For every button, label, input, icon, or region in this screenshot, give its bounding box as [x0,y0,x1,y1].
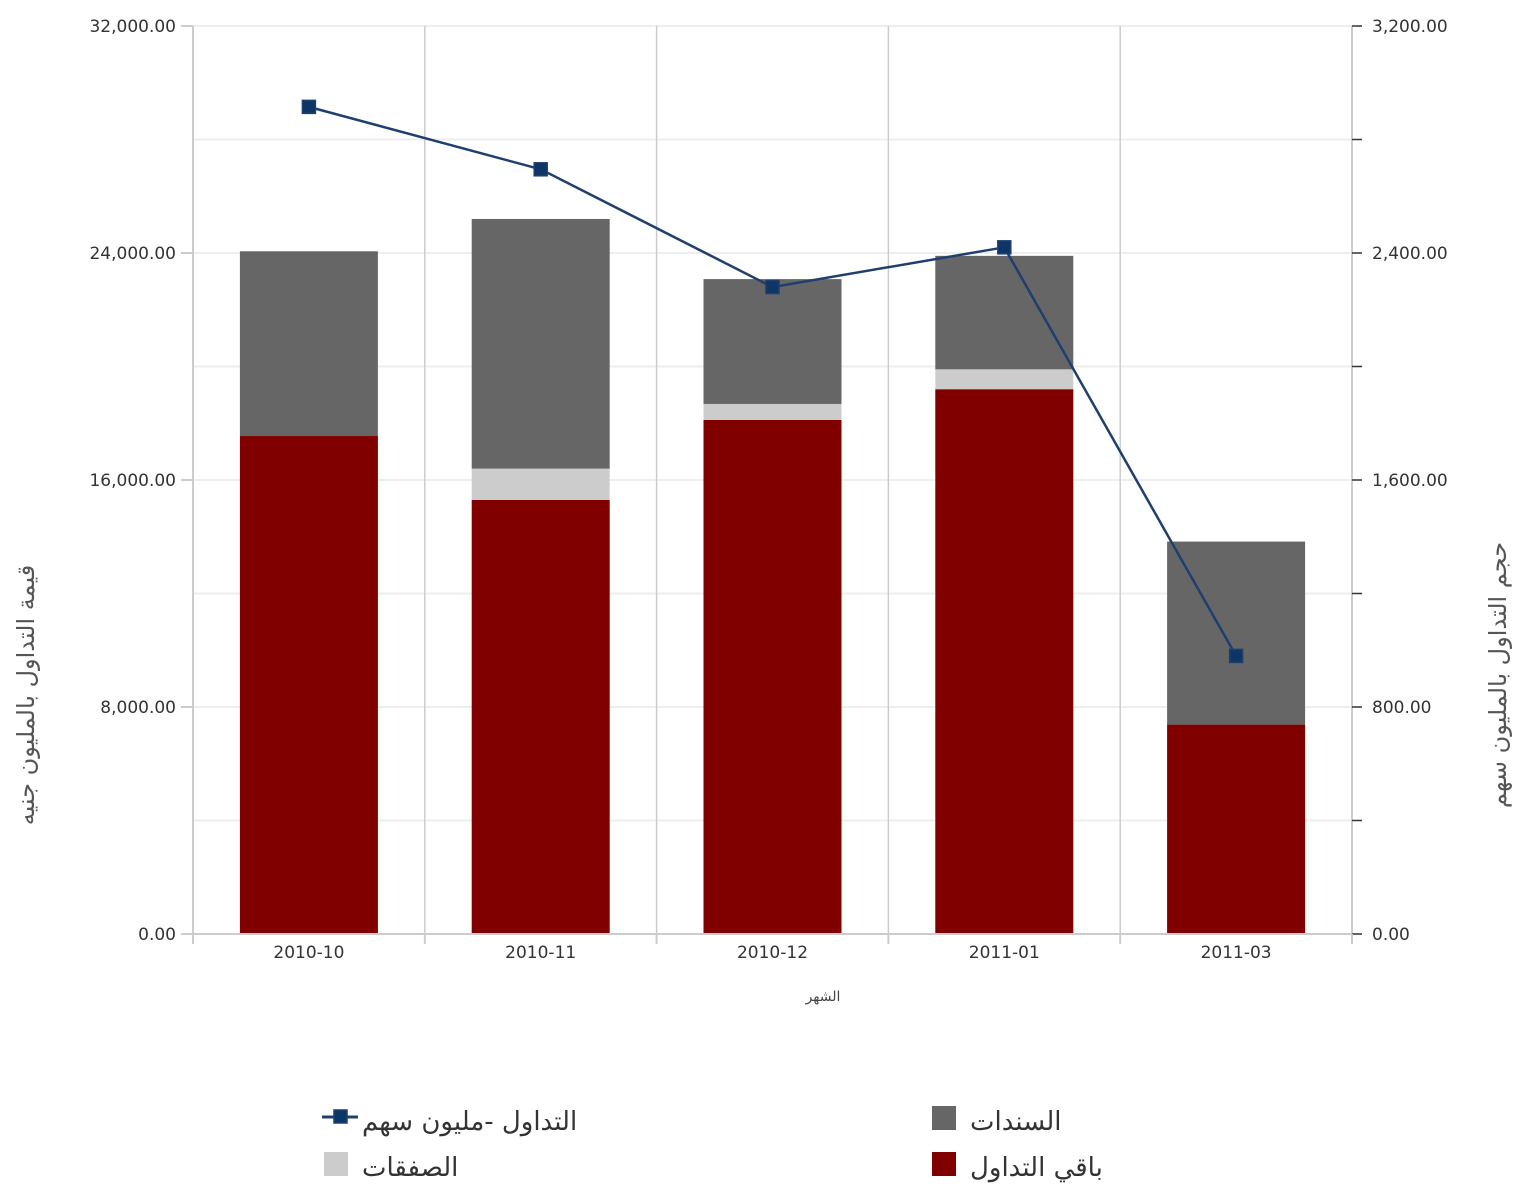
legend: التداول -مليون سهم السندات الصفقات باقي الت… [322,1106,1103,1183]
legend-label: الصفقات [362,1153,458,1183]
legend-label: باقي التداول [970,1153,1103,1183]
bars [239,218,1306,935]
y-left-tick-label: 32,000.00 [89,17,176,37]
y-right-tick-label: 0.00 [1372,925,1410,945]
bar-2010-10-series-0 [239,436,378,934]
axes: 0.00 8,000.00 16,000.00 24,000.00 32,000.00 0… [89,17,1447,963]
y-axis-left-title: قيمة التداول بالمليون جنيه [12,565,40,825]
y-right-tick-label: 3,200.00 [1372,17,1448,37]
legend-item-series-2: السندات [932,1106,1062,1137]
y-left-tick-label: 24,000.00 [89,244,176,264]
volume-line [301,99,1244,664]
bar-2010-11-series-2 [471,218,610,469]
x-axis-title: الشهر [805,989,841,1005]
y-left-tick-label: 0.00 [138,925,176,945]
bar-2011-03-series-0 [1167,724,1306,934]
bar-2010-12-series-2 [703,279,842,404]
y-right-tick-label: 2,400.00 [1372,244,1448,264]
y-right-tick-label: 800.00 [1372,698,1431,718]
line-point-2010-11 [533,162,548,177]
bar-2010-11-series-1 [471,468,610,500]
y-axis-right-title: حجم التداول بالمليون سهم [1484,542,1512,808]
bar-2011-03-series-2 [1167,541,1306,725]
legend-swatch [932,1106,956,1130]
line-point-2010-10 [301,99,317,115]
legend-swatch [324,1152,348,1176]
bar-2011-01-series-0 [935,389,1074,934]
line-point-2011-01 [997,240,1012,255]
legend-item-series-0: باقي التداول [932,1152,1103,1183]
legend-square-marker [333,1109,348,1124]
y-left-tick-label: 8,000.00 [100,698,176,718]
bar-2011-01-series-1 [935,369,1074,390]
x-tick-label: 2010-12 [737,943,808,963]
bar-2011-01-series-2 [935,255,1074,370]
line-point-2010-12 [765,279,780,295]
x-tick-label: 2011-01 [969,943,1040,963]
line-point-2011-03 [1228,648,1244,664]
legend-label: التداول -مليون سهم [362,1107,577,1137]
x-tick-label: 2010-11 [505,943,576,963]
y-left-tick-label: 16,000.00 [89,471,176,491]
x-tick-label: 2010-10 [273,943,344,963]
legend-swatch [932,1152,956,1176]
y-right-tick-label: 1,600.00 [1372,471,1448,491]
x-tick-label: 2011-03 [1201,943,1272,963]
bar-2010-12-series-0 [703,419,842,935]
legend-item-series-3: التداول -مليون سهم [322,1107,577,1137]
legend-label: السندات [970,1107,1062,1137]
bar-2010-11-series-0 [471,499,610,934]
legend-item-series-1: الصفقات [324,1152,458,1183]
bar-2010-12-series-1 [703,403,842,420]
bar-2010-10-series-2 [239,251,378,437]
